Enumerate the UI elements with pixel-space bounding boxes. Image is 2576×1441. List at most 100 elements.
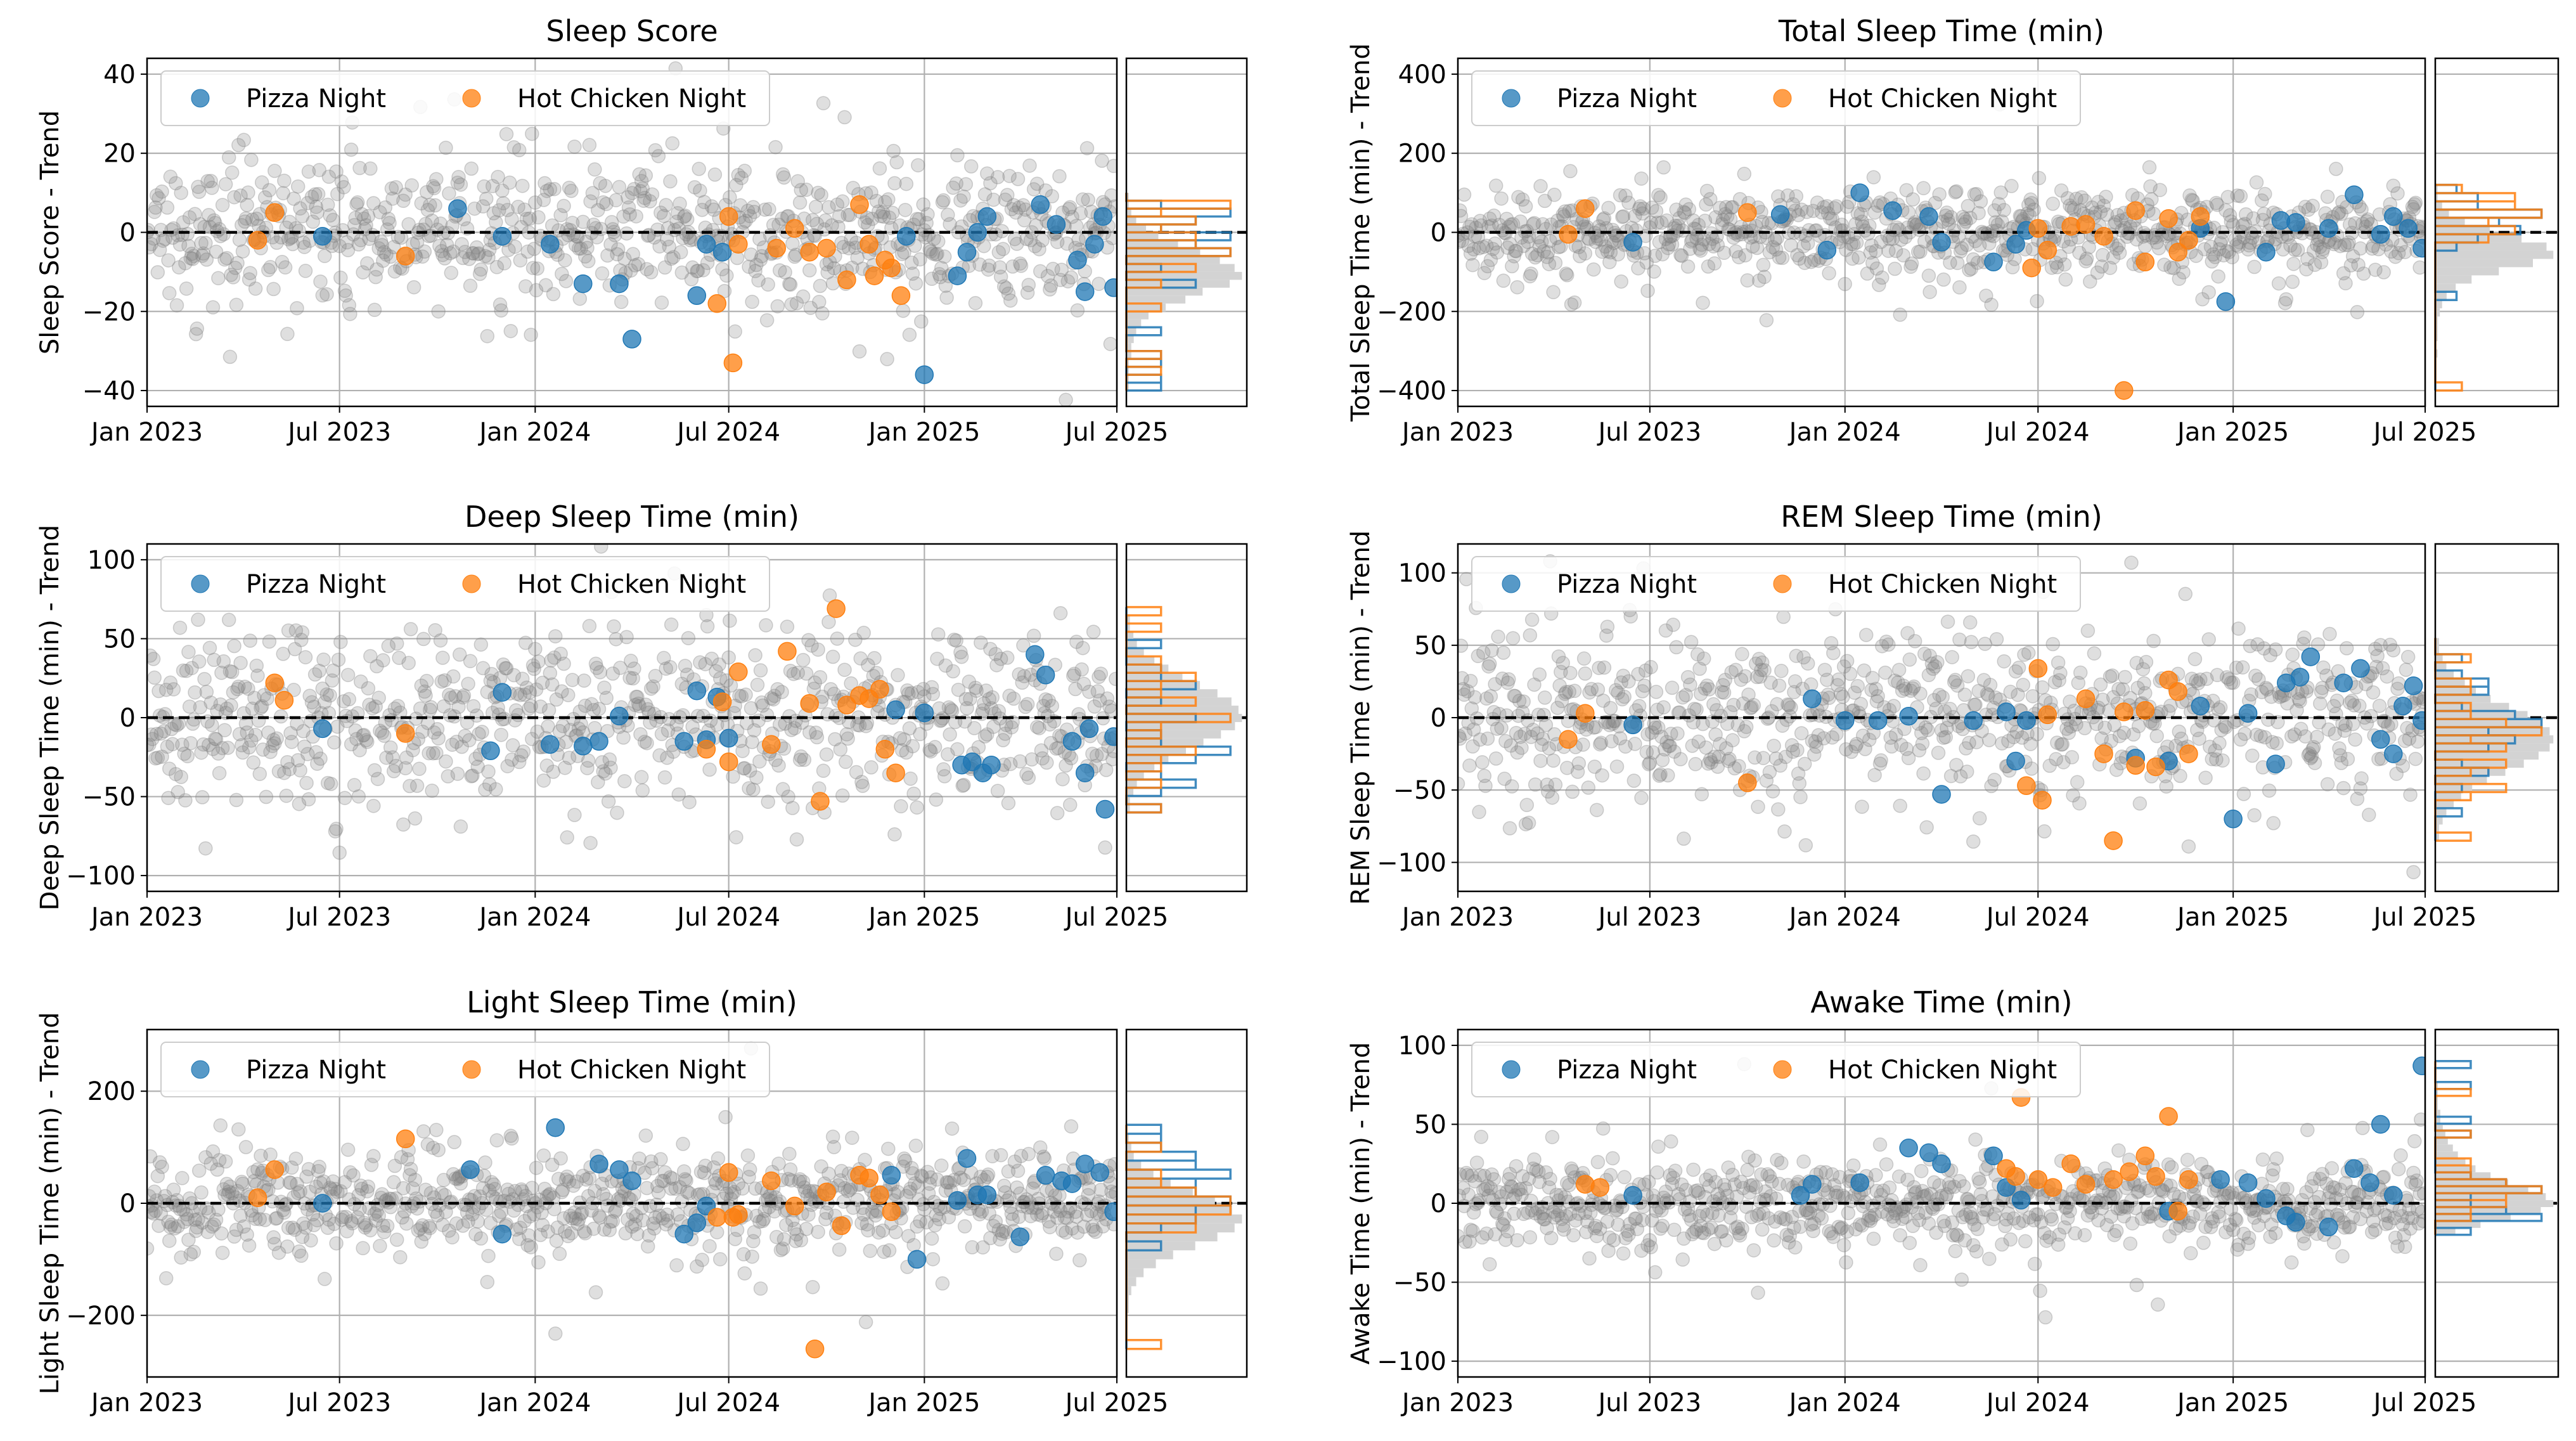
background-point — [1032, 242, 1046, 257]
background-point — [1533, 179, 1548, 193]
background-point — [1534, 234, 1549, 249]
background-point — [906, 786, 921, 801]
hist-bar-background — [2435, 719, 2542, 728]
background-point — [2209, 752, 2224, 767]
background-point — [248, 727, 263, 742]
background-point — [477, 179, 492, 194]
background-point — [1035, 233, 1050, 248]
background-point — [259, 789, 274, 805]
background-point — [2384, 244, 2399, 259]
background-point — [366, 196, 381, 210]
background-point — [1540, 784, 1555, 799]
background-point — [1739, 720, 1754, 734]
background-point — [461, 676, 475, 691]
background-point — [1688, 757, 1703, 772]
background-point — [260, 691, 274, 706]
background-point — [203, 174, 218, 188]
background-point — [251, 713, 266, 728]
pizza-point — [1770, 205, 1790, 224]
background-point — [767, 1204, 782, 1219]
background-point — [627, 181, 641, 197]
background-point — [1093, 666, 1109, 681]
background-point — [2096, 248, 2110, 262]
background-point — [1016, 198, 1031, 213]
background-point — [1000, 650, 1015, 665]
background-point — [595, 1176, 610, 1191]
background-point — [2338, 276, 2353, 291]
background-point — [1458, 1229, 1465, 1244]
background-point — [389, 180, 403, 195]
background-point — [194, 745, 209, 760]
background-point — [782, 709, 797, 723]
background-point — [974, 1170, 988, 1184]
background-point — [1716, 245, 1732, 261]
chicken-point — [265, 203, 285, 223]
background-point — [663, 1170, 678, 1185]
background-point — [2211, 702, 2225, 717]
background-point — [794, 749, 808, 764]
background-point — [1680, 669, 1696, 685]
background-point — [2313, 240, 2328, 254]
background-point — [687, 180, 702, 195]
background-point — [235, 217, 249, 233]
background-point — [183, 1247, 198, 1262]
background-point — [287, 642, 302, 657]
background-point — [470, 759, 485, 774]
background-point — [1018, 699, 1033, 714]
background-point — [1748, 750, 1762, 765]
background-point — [158, 682, 174, 697]
pizza-point — [1919, 207, 1938, 226]
background-point — [669, 214, 684, 229]
background-point — [2074, 190, 2089, 205]
background-point — [770, 299, 785, 314]
background-point — [1891, 675, 1905, 690]
background-point — [1613, 188, 1628, 203]
background-point — [1980, 687, 1995, 701]
background-point — [2161, 704, 2176, 719]
background-point — [1565, 1164, 1580, 1179]
background-point — [155, 184, 169, 199]
background-point — [2108, 215, 2123, 229]
background-point — [947, 632, 962, 647]
background-point — [1796, 650, 1811, 665]
hist-bar-background — [1126, 1187, 1193, 1197]
background-point — [1095, 1219, 1111, 1234]
background-point — [552, 724, 567, 739]
background-point — [329, 1236, 344, 1251]
background-point — [244, 733, 259, 748]
background-point — [1576, 219, 1592, 234]
background-point — [387, 264, 402, 279]
background-point — [2383, 637, 2398, 652]
background-point — [1883, 730, 1898, 745]
hist-bar-background — [1126, 366, 1129, 375]
background-point — [1043, 1220, 1057, 1234]
chicken-point — [882, 1202, 901, 1222]
background-point — [413, 1221, 428, 1236]
chicken-point — [2028, 219, 2048, 238]
background-point — [1067, 666, 1082, 682]
background-point — [393, 1250, 408, 1265]
background-point — [337, 1175, 352, 1190]
background-point — [1062, 200, 1078, 215]
background-point — [371, 1208, 386, 1223]
background-point — [205, 742, 221, 756]
background-point — [1793, 790, 1808, 805]
background-point — [950, 148, 965, 163]
background-point — [1467, 690, 1483, 705]
background-point — [472, 266, 487, 281]
background-point — [1592, 661, 1606, 675]
background-point — [1458, 233, 1469, 249]
chicken-point — [2159, 209, 2178, 228]
background-point — [377, 1225, 392, 1239]
background-point — [799, 1222, 814, 1236]
background-point — [359, 218, 373, 233]
background-point — [517, 1213, 532, 1229]
chicken-point — [719, 207, 738, 226]
background-point — [344, 737, 359, 752]
background-point — [2014, 730, 2030, 745]
background-point — [2060, 191, 2075, 206]
background-point — [1967, 187, 1982, 202]
background-point — [1505, 217, 1521, 231]
background-point — [2109, 241, 2124, 256]
background-point — [631, 257, 646, 271]
